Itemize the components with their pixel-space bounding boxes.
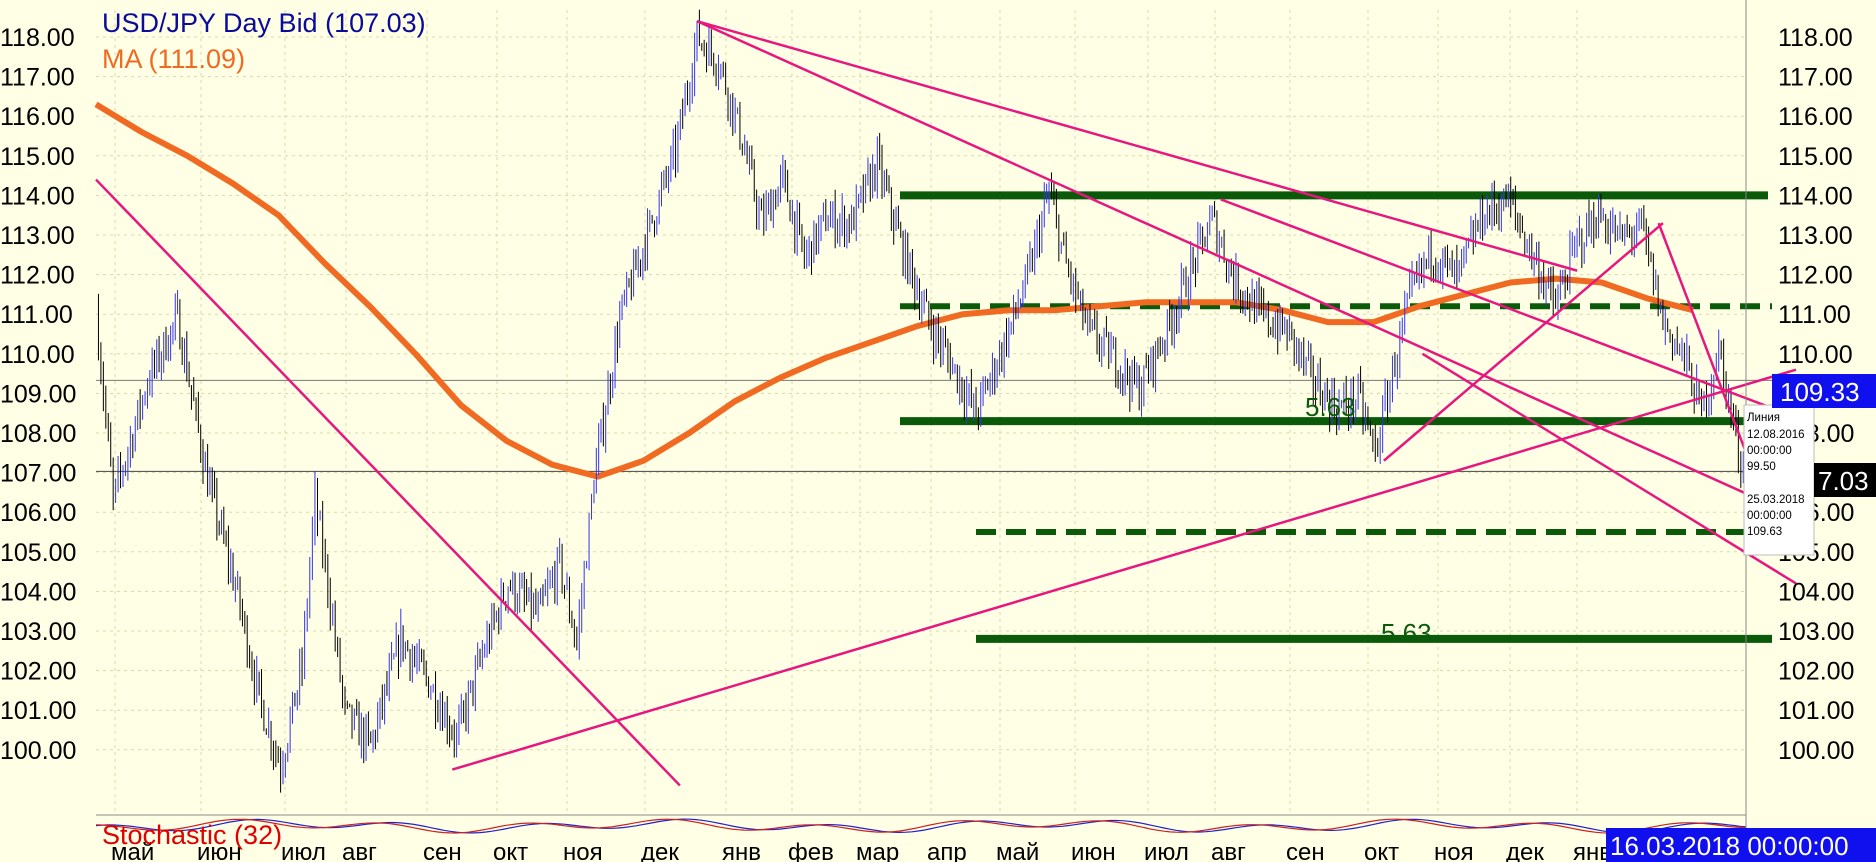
tooltip-time1: 00:00:00 (1747, 445, 1792, 457)
x-tick-label: июл (281, 839, 326, 862)
y-tick-label-left: 113.00 (0, 222, 75, 250)
y-tick-label-left: 107.00 (0, 460, 76, 488)
trendline (1421, 352, 1797, 585)
y-tick-label-right: 113.00 (1778, 222, 1853, 250)
tooltip-date1: 12.08.2016 (1747, 429, 1805, 441)
y-tick-label-left: 101.00 (0, 697, 76, 725)
x-tick-label: дек (641, 839, 679, 862)
y-tick-label-left: 103.00 (0, 618, 76, 646)
y-tick-label-right: 115.00 (1778, 143, 1853, 171)
current-price-label: 7.03 (1818, 466, 1869, 496)
fib-label-lower: 5.63 (1381, 618, 1432, 648)
trendline (1383, 222, 1664, 462)
trendline (1220, 198, 1797, 419)
tooltip-value1: 99.50 (1747, 461, 1776, 473)
x-tick-label: июл (1144, 839, 1189, 862)
x-tick-label: фев (788, 839, 834, 862)
time-axis: май июн июл авг сен окт ноя дек янв фев мар апр май и… (111, 839, 1612, 862)
date-marker: 16.03.2018 00:00:00 (1606, 828, 1876, 862)
y-tick-label-left: 105.00 (0, 539, 76, 567)
y-tick-label-right: 117.00 (1778, 64, 1853, 92)
y-tick-label-left: 110.00 (0, 341, 75, 369)
tooltip-title: Линия (1747, 412, 1780, 424)
x-tick-label: июн (1071, 839, 1116, 862)
y-tick-label-right: 104.00 (1778, 578, 1854, 606)
y-tick-label-left: 117.00 (0, 64, 75, 92)
trendline (696, 20, 1788, 514)
chart-title: USD/JPY Day Bid (107.03) (102, 8, 426, 38)
x-tick-label: май (996, 839, 1039, 862)
date-box (1606, 828, 1876, 862)
x-tick-label: ноя (563, 839, 603, 862)
ma-line (94, 101, 1694, 480)
x-tick-label: авг (1211, 839, 1246, 862)
stochastic-label: Stochastic (32) (102, 820, 282, 850)
x-tick-label: окт (1364, 839, 1399, 862)
y-tick-label-right: 110.00 (1778, 341, 1853, 369)
cursor-price-box (1772, 374, 1876, 408)
tooltip-time2: 00:00:00 (1747, 510, 1792, 522)
y-tick-label-left: 104.00 (0, 578, 76, 606)
ma-label: MA (111.09) (102, 44, 245, 74)
trendlines (95, 19, 1797, 787)
x-tick-label: окт (493, 839, 528, 862)
current-price-box (1814, 463, 1876, 497)
trendline (451, 368, 1797, 771)
y-tick-label-left: 100.00 (0, 737, 76, 765)
grid (96, 10, 1746, 815)
line-tooltip: Линия 12.08.2016 00:00:00 99.50 25.03.20… (1743, 404, 1815, 556)
cursor-price-marker: 109.33 (1772, 374, 1876, 408)
x-tick-label: апр (927, 839, 967, 862)
y-tick-label-right: 101.00 (1778, 697, 1854, 725)
y-tick-label-left: 108.00 (0, 420, 76, 448)
x-tick-label: мар (856, 839, 899, 862)
y-tick-label-left: 106.00 (0, 499, 76, 527)
y-tick-label-right: 112.00 (1778, 262, 1853, 290)
price-candles (97, 9, 1788, 793)
y-tick-label-right: 103.00 (1778, 618, 1854, 646)
y-tick-label-left: 114.00 (0, 182, 75, 210)
x-tick-label: сен (1286, 839, 1325, 862)
x-tick-label: ноя (1434, 839, 1474, 862)
y-tick-label-right: 116.00 (1778, 103, 1853, 131)
y-tick-label-left: 116.00 (0, 103, 75, 131)
tooltip-date2: 25.03.2018 (1747, 494, 1805, 506)
y-tick-label-right: 114.00 (1778, 182, 1853, 210)
y-tick-label-right: 118.00 (1778, 24, 1853, 52)
date-label: 16.03.2018 00:00:00 (1610, 831, 1849, 861)
tooltip-value2: 109.63 (1747, 526, 1782, 538)
x-tick-label: сен (423, 839, 462, 862)
x-tick-label: янв (1573, 839, 1612, 862)
trendline (696, 19, 1578, 272)
y-tick-label-left: 118.00 (0, 24, 75, 52)
y-tick-label-left: 109.00 (0, 380, 76, 408)
y-tick-label-right: 111.00 (1778, 301, 1851, 329)
y-tick-label-left: 111.00 (0, 301, 73, 329)
y-tick-label-left: 112.00 (0, 262, 75, 290)
y-tick-label-right: 102.00 (1778, 658, 1854, 686)
stochastic-d-line (95, 818, 1747, 834)
moving-average (94, 101, 1694, 480)
tooltip-box (1743, 404, 1815, 556)
y-tick-label-left: 102.00 (0, 658, 76, 686)
current-price-marker: 7.03 (1814, 463, 1876, 497)
x-tick-label: июн (197, 839, 242, 862)
y-tick-label-right: 100.00 (1778, 737, 1854, 765)
stochastic-panel (95, 818, 1747, 834)
x-tick-label: дек (1506, 839, 1544, 862)
x-tick-label: авг (342, 839, 377, 862)
trendline (95, 178, 681, 787)
fib-label-upper: 5.63 (1305, 392, 1356, 422)
y-tick-label-left: 115.00 (0, 143, 75, 171)
x-tick-label: янв (722, 839, 761, 862)
stochastic-k-line (95, 818, 1747, 834)
x-tick-label: май (111, 839, 154, 862)
cursor-price-label: 109.33 (1780, 377, 1860, 407)
